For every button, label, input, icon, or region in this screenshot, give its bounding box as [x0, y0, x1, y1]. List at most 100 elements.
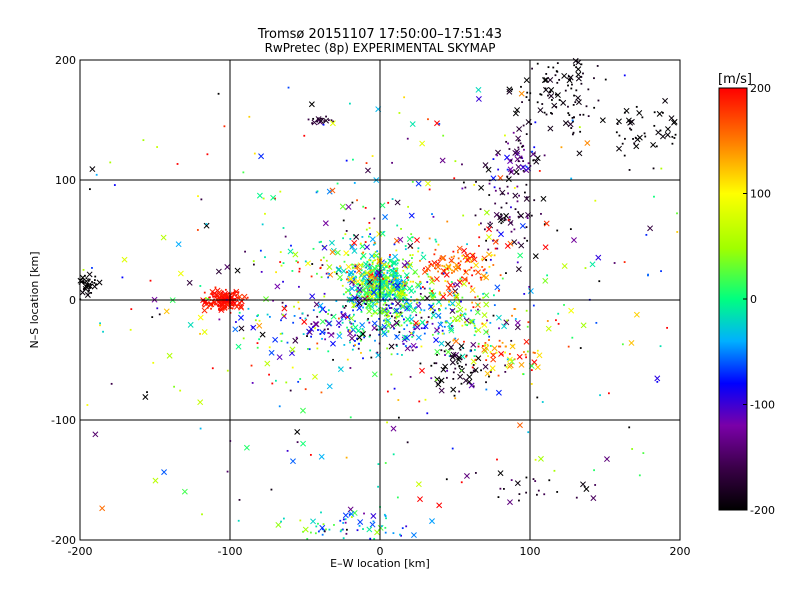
data-point-x	[397, 236, 404, 243]
data-point-dot	[412, 331, 415, 334]
data-point-dot	[493, 254, 496, 257]
data-point-dot	[573, 64, 576, 67]
data-point-x	[542, 277, 549, 284]
data-point-dot	[222, 301, 225, 304]
data-point-dot	[488, 182, 491, 185]
data-point-dot	[304, 317, 307, 320]
data-point-dot	[465, 355, 467, 358]
data-point-dot	[474, 214, 477, 217]
data-point-dot	[466, 324, 469, 327]
data-point-dot	[423, 287, 426, 290]
data-point-x	[450, 386, 457, 393]
data-point-dot	[384, 462, 387, 464]
data-point-x	[542, 244, 549, 251]
data-point-dot	[392, 532, 395, 535]
data-point-dot	[374, 339, 376, 342]
data-point-dot	[461, 163, 463, 166]
data-point-x	[507, 499, 513, 506]
data-point-x	[518, 242, 525, 249]
data-point-x	[481, 312, 488, 319]
data-point-x	[484, 370, 491, 377]
data-point-dot	[292, 321, 295, 324]
data-point-dot	[400, 324, 403, 327]
data-point-x	[355, 327, 362, 334]
data-point-dot	[461, 276, 463, 279]
data-point-dot	[410, 296, 413, 298]
data-point-x	[152, 477, 159, 484]
data-point-dot	[380, 285, 383, 288]
data-point-x	[400, 302, 407, 309]
data-point-dot	[472, 364, 475, 366]
data-point-dot	[593, 77, 595, 80]
data-point-dot	[613, 262, 616, 264]
data-point-dot	[618, 134, 621, 137]
data-point-dot	[443, 350, 446, 353]
data-point-x	[243, 444, 250, 451]
data-point-dot	[477, 308, 479, 311]
data-point-dot	[274, 197, 276, 200]
data-point-dot	[428, 264, 431, 267]
data-point-dot	[399, 311, 402, 314]
data-point-dot	[437, 270, 440, 273]
data-point-dot	[456, 362, 459, 365]
data-point-dot	[372, 243, 375, 246]
data-point-x	[366, 526, 373, 533]
data-point-dot	[401, 293, 404, 296]
data-point-x	[636, 109, 643, 116]
data-point-dot	[359, 284, 361, 287]
data-point-dot	[412, 280, 415, 283]
data-point-dot	[95, 173, 98, 176]
data-point-dot	[456, 310, 459, 313]
data-point-dot	[351, 516, 353, 518]
data-point-dot	[325, 319, 327, 322]
data-point-dot	[363, 512, 365, 515]
data-point-x	[595, 254, 602, 261]
data-point-dot	[480, 222, 482, 225]
data-point-dot	[223, 125, 226, 128]
data-point-dot	[428, 303, 431, 306]
data-point-dot	[372, 255, 375, 257]
data-point-dot	[225, 306, 228, 308]
data-point-x	[523, 77, 530, 84]
data-point-dot	[409, 322, 412, 325]
data-point-dot	[272, 299, 274, 302]
data-point-dot	[459, 279, 461, 282]
data-point-x	[633, 311, 640, 318]
data-point-x	[454, 281, 461, 288]
data-point-dot	[226, 470, 229, 473]
data-point-dot	[522, 169, 525, 172]
data-point-dot	[362, 306, 364, 309]
data-point-dot	[327, 350, 330, 353]
data-point-x	[335, 267, 342, 273]
data-point-x	[548, 87, 555, 93]
data-point-dot	[211, 302, 214, 305]
data-point-dot	[360, 279, 363, 282]
data-point-dot	[349, 237, 352, 240]
data-point-dot	[417, 250, 420, 253]
data-point-dot	[431, 333, 434, 336]
data-point-dot	[438, 309, 440, 312]
data-point-dot	[388, 269, 391, 272]
data-point-dot	[375, 265, 378, 267]
data-point-x	[647, 225, 654, 232]
data-point-dot	[623, 154, 626, 157]
data-point-dot	[342, 522, 345, 524]
data-point-x	[434, 348, 441, 355]
data-point-dot	[231, 307, 234, 310]
data-point-x	[385, 292, 392, 298]
data-point-dot	[321, 308, 323, 311]
data-point-dot	[480, 369, 482, 372]
data-point-dot	[533, 199, 536, 202]
data-point-dot	[307, 118, 310, 121]
data-point-x	[656, 110, 663, 117]
data-point-dot	[444, 354, 446, 356]
data-point-dot	[555, 319, 557, 322]
data-point-dot	[434, 238, 437, 241]
data-point-dot	[378, 253, 381, 256]
data-point-dot	[372, 260, 375, 262]
data-point-dot	[395, 343, 398, 346]
data-point-dot	[289, 389, 292, 392]
data-point-dot	[335, 300, 338, 302]
x-axis-label: E–W location [km]	[330, 557, 430, 570]
